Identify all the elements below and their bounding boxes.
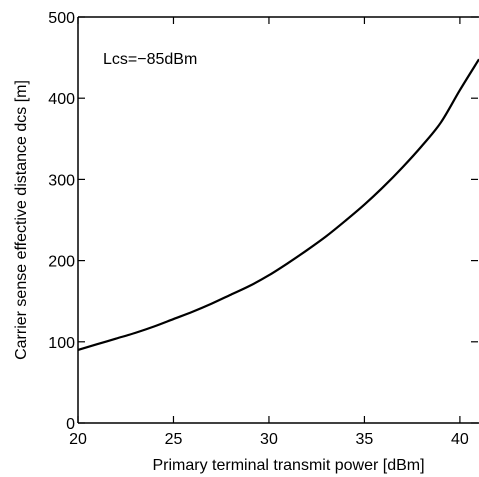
- x-axis-title: Primary terminal transmit power [dBm]: [152, 457, 424, 474]
- chart-annotation: Lcs=−85dBm: [103, 51, 197, 68]
- x-tick-label: 35: [356, 431, 374, 448]
- y-tick-label: 100: [48, 335, 75, 352]
- tick-marks: [77, 16, 478, 424]
- x-tick-label: 25: [165, 431, 183, 448]
- series-line: [77, 58, 479, 351]
- y-tick-label: 300: [48, 172, 75, 189]
- axes: [77, 16, 479, 424]
- plot-area: [77, 58, 479, 351]
- y-tick-label: 500: [48, 10, 75, 27]
- y-tick-label: 200: [48, 254, 75, 271]
- y-tick-label: 400: [48, 91, 75, 108]
- x-tick-label: 40: [451, 431, 469, 448]
- y-tick-label: 0: [66, 416, 75, 433]
- y-axis-title: Carrier sense effective distance dcs [m]: [13, 80, 30, 360]
- x-tick-label: 30: [260, 431, 278, 448]
- x-tick-label: 20: [69, 431, 87, 448]
